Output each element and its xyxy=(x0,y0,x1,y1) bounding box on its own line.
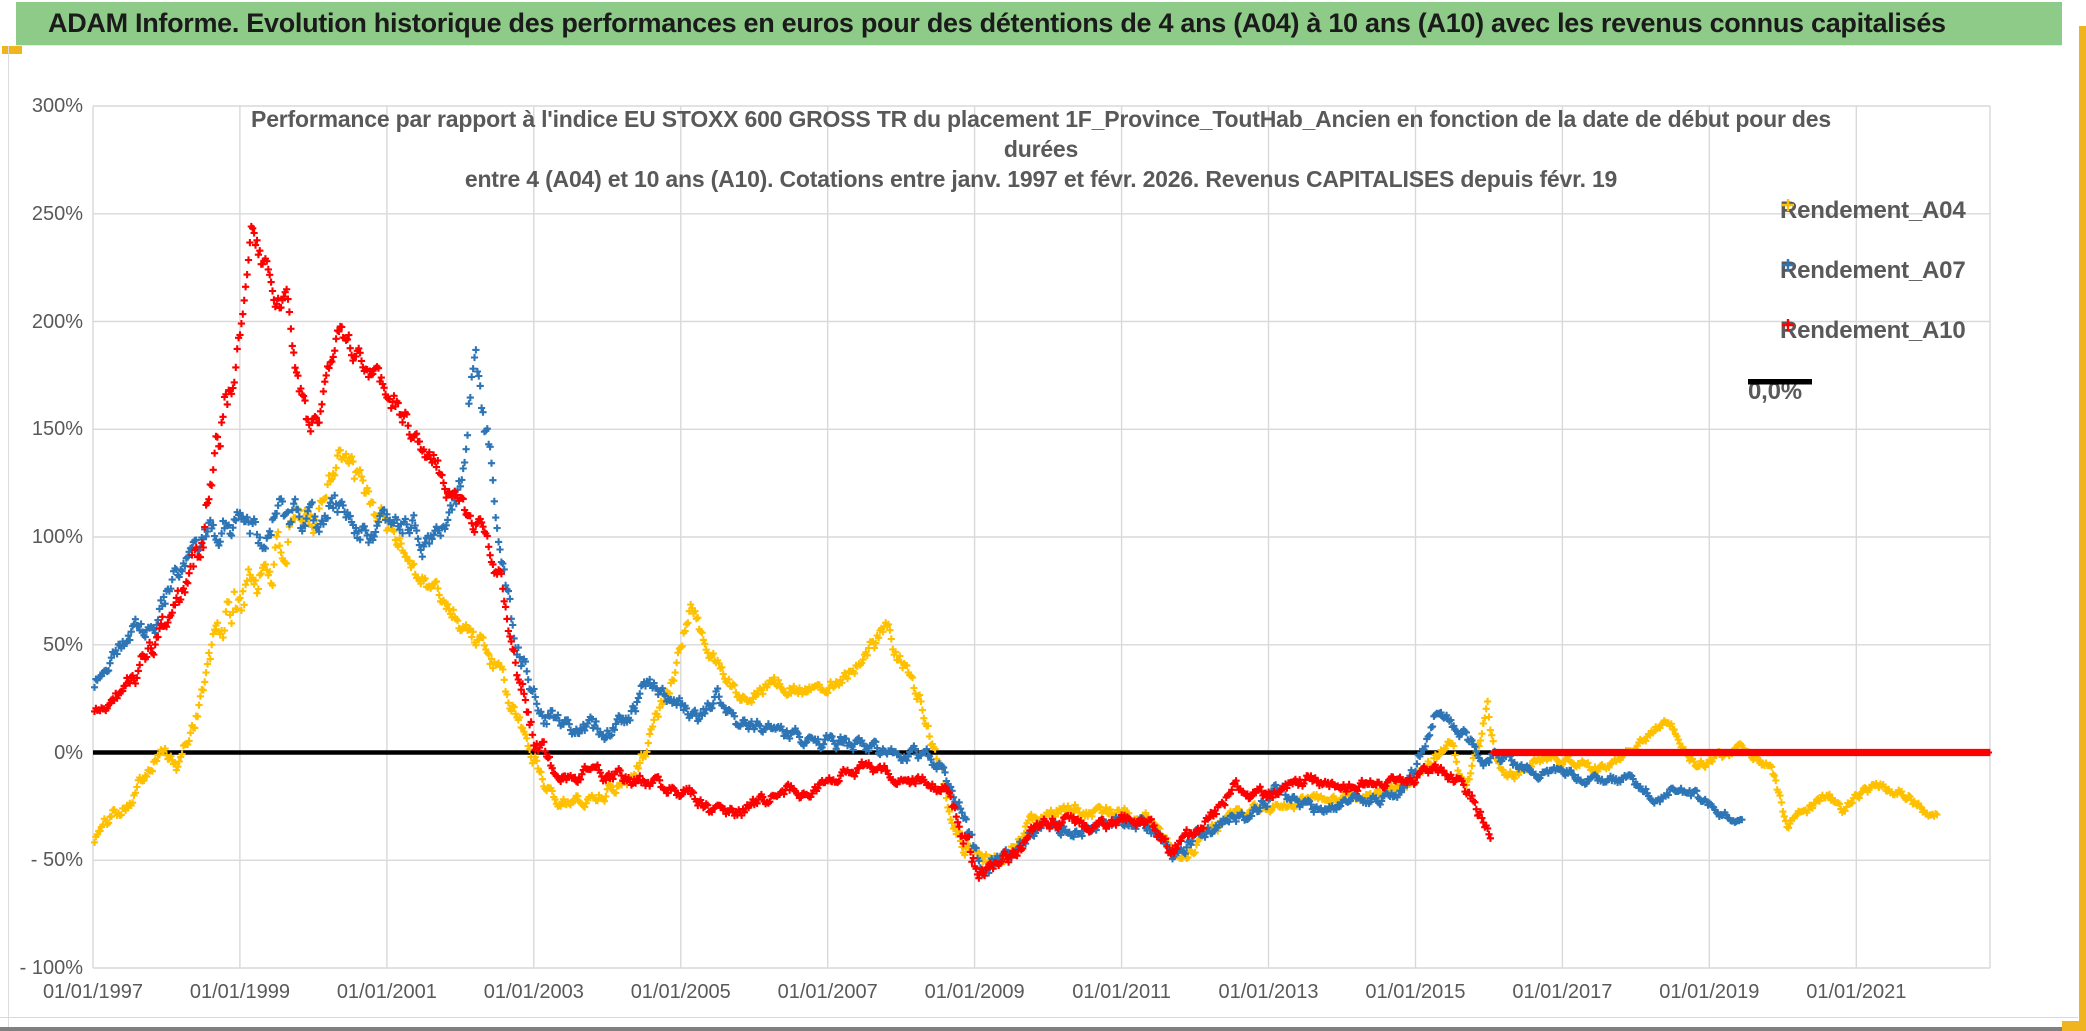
chart-title-line-1: Performance par rapport à l'indice EU ST… xyxy=(251,106,1831,132)
legend-marker xyxy=(1782,199,1794,211)
y-tick-label: 50% xyxy=(42,633,83,656)
y-tick-label: 100% xyxy=(31,526,83,548)
legend-marker xyxy=(1748,379,1812,385)
y-tick-label: 150% xyxy=(31,418,83,441)
y-tick-label: - 100% xyxy=(19,957,83,979)
x-tick-label: 01/01/2021 xyxy=(1806,981,1907,1003)
x-tick-label: 01/01/2005 xyxy=(630,981,731,1003)
chart-title: Performance par rapport à l'indice EU ST… xyxy=(191,104,1891,194)
legend-label: Rendement_A04 xyxy=(1780,197,1966,224)
x-tick-label: 01/01/2011 xyxy=(1072,981,1171,1003)
bottom-gray-bar xyxy=(0,1027,2062,1031)
x-tick-label: 01/01/2003 xyxy=(483,981,584,1003)
legend-label: Rendement_A10 xyxy=(1780,317,1966,344)
legend-label: Rendement_A07 xyxy=(1780,257,1966,284)
y-tick-label: 250% xyxy=(31,202,83,225)
legend-marker xyxy=(1782,259,1794,271)
titlebar-divider xyxy=(16,45,2062,46)
y-tick-label: 200% xyxy=(31,310,83,333)
y-tick-label: 0% xyxy=(54,741,83,764)
chart-title-line-2: durées xyxy=(1003,136,1079,162)
x-tick-label: 01/01/2013 xyxy=(1218,981,1319,1003)
y-tick-label: - 50% xyxy=(30,849,83,872)
report-title: ADAM Informe. Evolution historique des p… xyxy=(48,8,1946,38)
gold-accent-right-border xyxy=(2079,26,2086,1031)
series-points-rendement_a10 xyxy=(91,222,1992,882)
legend-item-rendement-a07[interactable]: Rendement_A07 xyxy=(1780,257,1966,285)
x-tick-label: 01/01/2019 xyxy=(1659,981,1760,1003)
series-points-rendement_a04 xyxy=(91,446,1941,867)
chart-title-line-3: entre 4 (A04) et 10 ans (A10). Cotations… xyxy=(464,166,1618,192)
gold-accent-topleft xyxy=(2,46,22,54)
gold-accent-bottomright xyxy=(2062,1021,2086,1031)
chart-canvas[interactable]: Performance par rapport à l'indice EU ST… xyxy=(0,46,2086,1016)
series-points-rendement_a07 xyxy=(91,346,1746,879)
legend-zero-line-icon xyxy=(1748,379,1812,385)
x-tick-label: 01/01/1999 xyxy=(189,981,290,1003)
v-gridlines xyxy=(92,106,1991,968)
x-tick-label: 01/01/1997 xyxy=(42,981,144,1003)
legend-marker xyxy=(1782,319,1794,331)
left-border-line xyxy=(8,46,9,1027)
legend-plus-icon xyxy=(1782,319,1794,331)
legend-item-0-0-[interactable]: 0,0% xyxy=(1748,378,1812,406)
x-tick-label: 01/01/2009 xyxy=(924,981,1025,1003)
x-tick-label: 01/01/2001 xyxy=(336,981,437,1003)
report-title-bar: ADAM Informe. Evolution historique des p… xyxy=(16,2,2062,45)
legend-item-rendement-a10[interactable]: Rendement_A10 xyxy=(1780,317,1966,345)
bottom-border-line xyxy=(0,1017,2078,1018)
legend-plus-icon xyxy=(1782,259,1794,271)
legend-plus-icon xyxy=(1782,199,1794,211)
x-tick-label: 01/01/2017 xyxy=(1512,981,1613,1003)
x-tick-label: 01/01/2015 xyxy=(1365,981,1466,1003)
legend-item-rendement-a04[interactable]: Rendement_A04 xyxy=(1780,197,1966,225)
y-tick-label: 300% xyxy=(31,95,83,117)
x-tick-label: 01/01/2007 xyxy=(777,981,878,1003)
